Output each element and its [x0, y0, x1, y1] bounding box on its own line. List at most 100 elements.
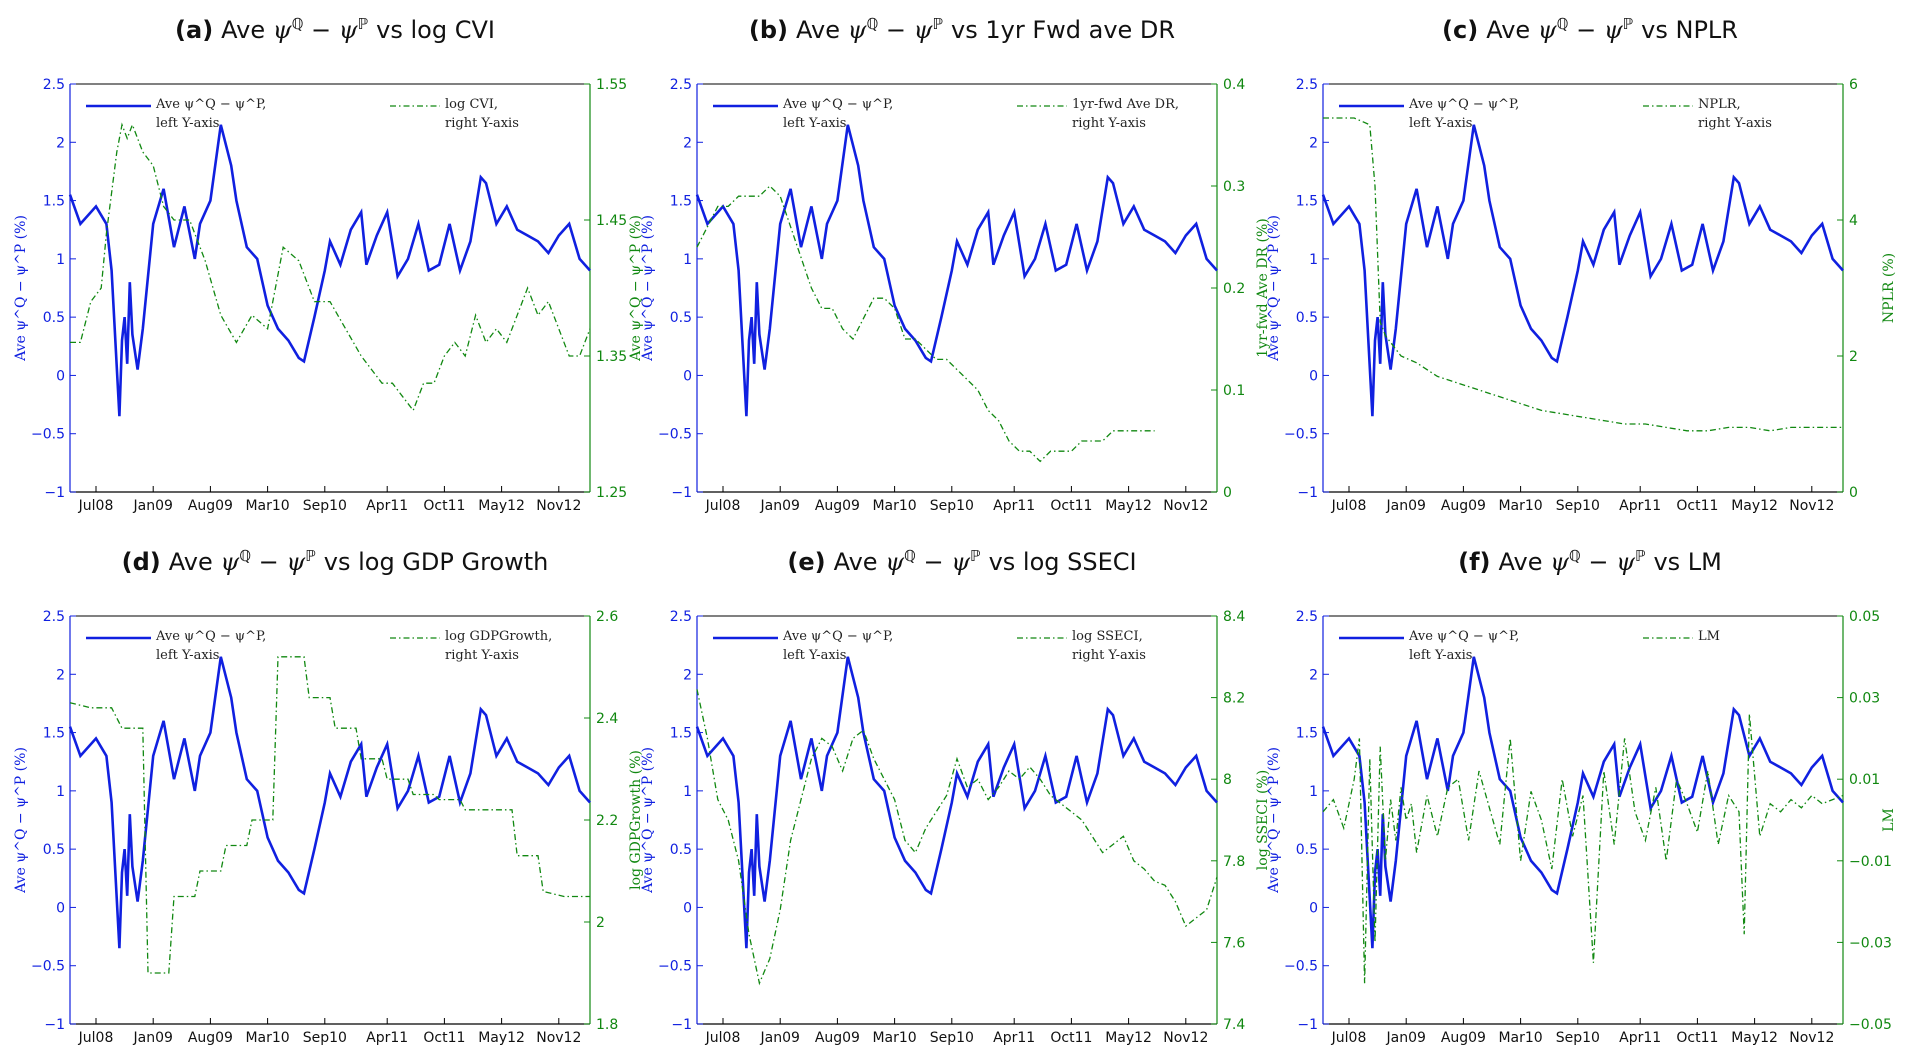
legend-left-line1: Ave ψ^Q − ψ^P, — [782, 97, 893, 112]
x-tick-label: Jul08 — [705, 1030, 741, 1046]
series-line-right — [70, 122, 591, 412]
right-axis-label: log SSECI (%) — [1255, 770, 1271, 870]
legend-right-line1: log CVI, — [445, 97, 498, 112]
panel-title: (c) Ave ψℚ − ψℙ vs NPLR — [1442, 15, 1738, 44]
left-tick-label: 1.5 — [1296, 726, 1318, 742]
left-tick-label: 2.5 — [43, 609, 65, 625]
left-tick-label: 2 — [56, 135, 65, 151]
left-tick-label: 1 — [56, 784, 65, 800]
x-tick-label: Sep10 — [303, 498, 347, 514]
legend-right-line2: right Y-axis — [1072, 648, 1146, 663]
left-tick-label: 2.5 — [1296, 609, 1318, 625]
x-tick-label: May12 — [478, 1030, 525, 1046]
right-tick-label: 7.6 — [1223, 935, 1245, 951]
series-line-left — [1321, 656, 1844, 949]
left-tick-label: 0 — [1309, 900, 1318, 916]
legend-right-line2: right Y-axis — [1072, 116, 1146, 131]
right-tick-label: 0 — [1849, 485, 1858, 501]
x-tick-label: Jan09 — [759, 1030, 799, 1046]
right-axis-label: log GDPGrowth (%) — [628, 750, 644, 890]
right-tick-label: 0.1 — [1223, 383, 1245, 399]
left-tick-label: −0.5 — [658, 959, 692, 975]
legend-left-line2: left Y-axis — [156, 648, 219, 663]
right-tick-label: 0.2 — [1223, 281, 1245, 297]
x-tick-label: Aug09 — [1441, 498, 1486, 514]
x-tick-label: Sep10 — [1556, 498, 1600, 514]
x-tick-label: Jul08 — [1331, 1030, 1367, 1046]
left-axis-label: Ave ψ^Q − ψ^P (%) — [1266, 215, 1282, 362]
left-axis-label: Ave ψ^Q − ψ^P (%) — [13, 215, 29, 362]
x-tick-label: Nov12 — [1789, 498, 1834, 514]
x-tick-label: Apr11 — [1619, 498, 1661, 514]
x-tick-label: Jul08 — [78, 1030, 114, 1046]
panel-tag: (b) — [749, 16, 788, 44]
x-tick-label: Aug09 — [815, 1030, 860, 1046]
left-tick-label: 1 — [1309, 784, 1318, 800]
right-tick-label: 2.2 — [596, 813, 618, 829]
x-tick-label: Apr11 — [366, 498, 408, 514]
x-tick-label: May12 — [1105, 1030, 1152, 1046]
x-tick-label: Mar10 — [872, 498, 916, 514]
left-tick-label: −1 — [671, 1017, 692, 1033]
left-tick-label: 1.5 — [43, 726, 65, 742]
right-tick-label: 0.05 — [1849, 609, 1880, 625]
right-tick-label: 0.3 — [1223, 179, 1245, 195]
left-tick-label: 0.5 — [1296, 310, 1318, 326]
x-tick-label: Jul08 — [1331, 498, 1367, 514]
x-tick-label: Nov12 — [1789, 1030, 1834, 1046]
legend-left-line2: left Y-axis — [783, 648, 846, 663]
left-tick-label: 2.5 — [670, 77, 692, 93]
right-axis-label: Ave ψ^Q − ψ^P (%) — [628, 215, 644, 362]
legend-left-line2: left Y-axis — [1409, 116, 1472, 131]
x-tick-label: Nov12 — [1163, 498, 1208, 514]
legend-right-line2: right Y-axis — [445, 116, 519, 131]
legend-right-line1: LM — [1698, 629, 1720, 644]
left-tick-label: 0.5 — [670, 310, 692, 326]
right-tick-label: 2 — [596, 915, 605, 931]
x-tick-label: Jul08 — [705, 498, 741, 514]
right-tick-label: 0 — [1223, 485, 1232, 501]
x-tick-label: Aug09 — [188, 1030, 233, 1046]
legend-left-line1: Ave ψ^Q − ψ^P, — [1408, 97, 1519, 112]
left-axis-label: Ave ψ^Q − ψ^P (%) — [1266, 747, 1282, 894]
right-axis-label: NPLR (%) — [1881, 253, 1897, 323]
left-tick-label: 1.5 — [670, 726, 692, 742]
right-tick-label: 1.25 — [596, 485, 627, 501]
legend-right-line1: 1yr-fwd Ave DR, — [1072, 97, 1179, 112]
right-axis-label: LM — [1881, 808, 1897, 832]
x-tick-label: Jul08 — [78, 498, 114, 514]
x-tick-label: Oct11 — [1676, 498, 1718, 514]
right-tick-label: 2 — [1849, 349, 1858, 365]
x-tick-label: Apr11 — [993, 1030, 1035, 1046]
legend-right-line2: right Y-axis — [445, 648, 519, 663]
x-tick-label: Mar10 — [872, 1030, 916, 1046]
left-tick-label: 0 — [683, 900, 692, 916]
left-axis-label: Ave ψ^Q − ψ^P (%) — [640, 215, 656, 362]
left-tick-label: 1.5 — [1296, 194, 1318, 210]
left-tick-label: −0.5 — [1284, 427, 1318, 443]
x-tick-label: Jan09 — [1385, 1030, 1425, 1046]
left-axis-label: Ave ψ^Q − ψ^P (%) — [13, 747, 29, 894]
panel-c: (c) Ave ψℚ − ψℙ vs NPLR −1 −0.5 0 0.5 1 1.5 2 2.5 0… — [1266, 15, 1897, 514]
series-line-right — [69, 656, 590, 974]
legend-left-line2: left Y-axis — [783, 116, 846, 131]
left-tick-label: −1 — [44, 485, 65, 501]
x-tick-label: Nov12 — [536, 498, 581, 514]
x-tick-label: May12 — [1731, 1030, 1778, 1046]
left-tick-label: 2 — [683, 667, 692, 683]
panel-title-math: Ave ψℚ − ψℙ — [834, 547, 981, 576]
x-tick-label: Nov12 — [1163, 1030, 1208, 1046]
x-tick-label: Sep10 — [930, 498, 974, 514]
panel-title: (f) Ave ψℚ − ψℙ vs LM — [1458, 547, 1722, 576]
left-tick-label: −0.5 — [31, 959, 65, 975]
panel-title-tail: vs LM — [1653, 548, 1721, 576]
x-tick-label: Oct11 — [1050, 1030, 1092, 1046]
panel-title-math: Ave ψℚ − ψℙ — [221, 15, 368, 44]
legend-left-line1: Ave ψ^Q − ψ^P, — [782, 629, 893, 644]
panel-title-tail: vs NPLR — [1641, 16, 1738, 44]
left-tick-label: 0.5 — [1296, 842, 1318, 858]
right-tick-label: 8 — [1223, 772, 1232, 788]
right-axis-label: 1yr-fwd Ave DR (%) — [1255, 218, 1271, 357]
panel-title-tail: vs log CVI — [376, 16, 495, 44]
legend-right-line2: right Y-axis — [1698, 116, 1772, 131]
